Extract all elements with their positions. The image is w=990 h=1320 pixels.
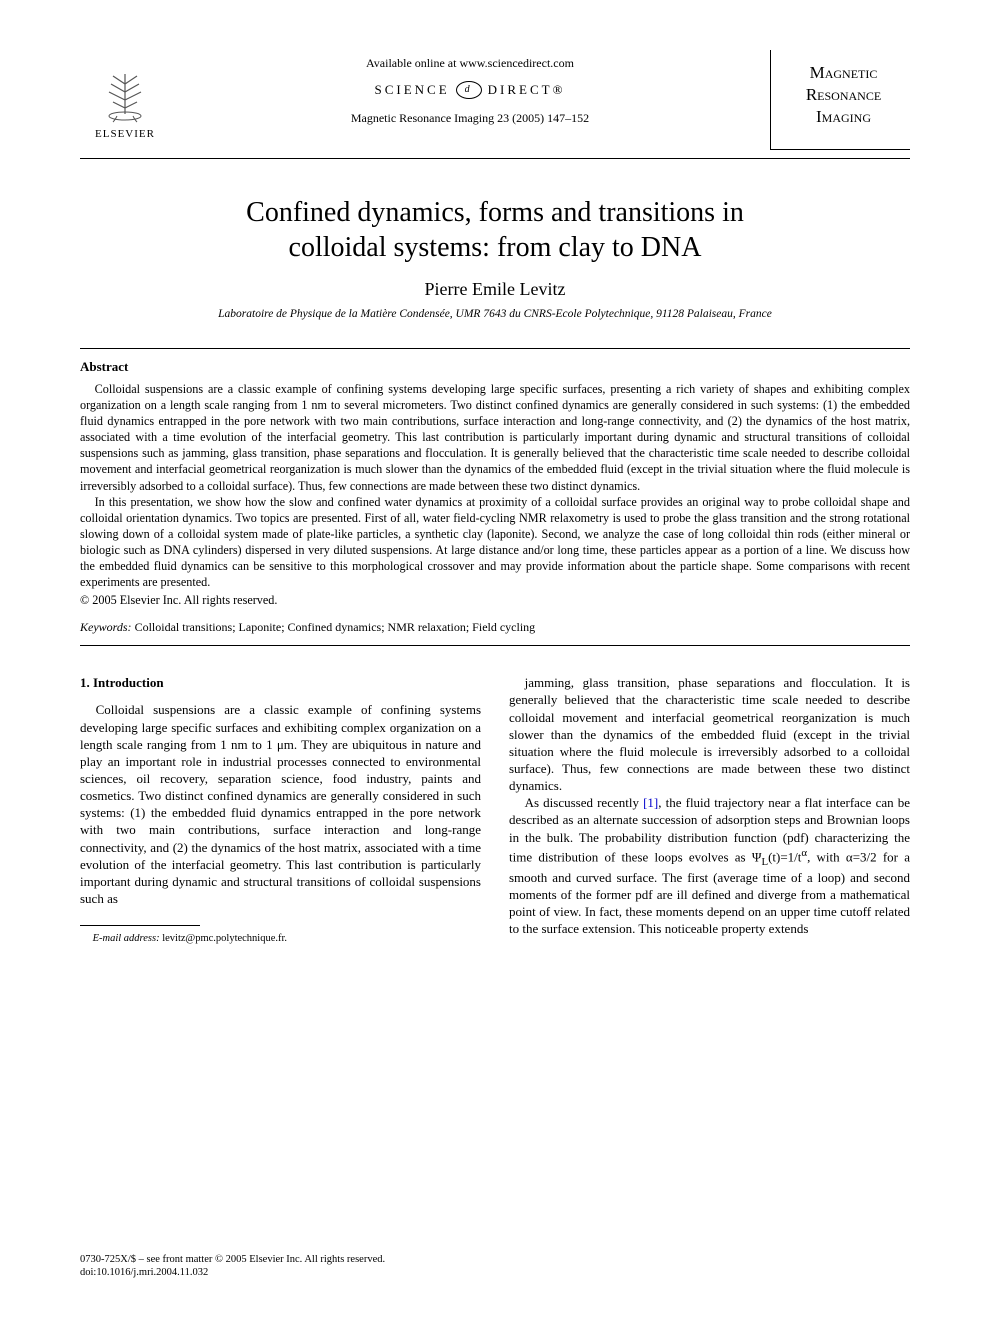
title-line1: Confined dynamics, forms and transitions…	[246, 197, 744, 228]
email-label: E-mail address:	[93, 933, 160, 944]
journal-reference: Magnetic Resonance Imaging 23 (2005) 147…	[170, 111, 770, 126]
page-header: ELSEVIER Available online at www.science…	[80, 50, 910, 150]
intro-p1b: jamming, glass transition, phase separat…	[509, 674, 910, 794]
sd-mark-icon: d	[456, 81, 482, 99]
author-name: Pierre Emile Levitz	[80, 279, 910, 300]
abstract-p1: Colloidal suspensions are a classic exam…	[80, 381, 910, 494]
email-footnote: E-mail address: levitz@pmc.polytechnique…	[80, 932, 481, 946]
abstract-top-rule	[80, 348, 910, 349]
keywords-text: Colloidal transitions; Laponite; Confine…	[132, 620, 536, 634]
abstract-heading: Abstract	[80, 359, 910, 375]
affiliation: Laboratoire de Physique de la Matière Co…	[80, 308, 910, 320]
abstract-p2: In this presentation, we show how the sl…	[80, 494, 910, 591]
title-line2: colloidal systems: from clay to DNA	[289, 232, 702, 263]
publisher-logo: ELSEVIER	[80, 50, 170, 140]
ref-link-1[interactable]: [1]	[643, 795, 658, 810]
elsevier-tree-icon	[95, 66, 155, 126]
journal-title-box: Magnetic Resonance Imaging	[770, 50, 910, 150]
section-1-heading: 1. Introduction	[80, 674, 481, 691]
footer-l2: doi:10.1016/j.mri.2004.11.032	[80, 1266, 385, 1280]
sd-left: SCIENCE	[375, 82, 450, 98]
body-columns: 1. Introduction Colloidal suspensions ar…	[80, 674, 910, 946]
keywords-line: Keywords: Colloidal transitions; Laponit…	[80, 620, 910, 635]
publisher-name: ELSEVIER	[95, 128, 155, 140]
abstract-bottom-rule	[80, 645, 910, 646]
sd-right: DIRECT®	[488, 82, 566, 98]
header-center: Available online at www.sciencedirect.co…	[170, 50, 770, 126]
intro-p2c: (t)=1/t	[768, 849, 801, 864]
email-address: levitz@pmc.polytechnique.fr.	[160, 933, 287, 944]
intro-p1: Colloidal suspensions are a classic exam…	[80, 701, 481, 907]
available-online: Available online at www.sciencedirect.co…	[170, 56, 770, 71]
copyright: © 2005 Elsevier Inc. All rights reserved…	[80, 593, 910, 608]
keywords-label: Keywords:	[80, 620, 132, 634]
article-title: Confined dynamics, forms and transitions…	[80, 195, 910, 265]
sciencedirect-logo: SCIENCE d DIRECT®	[170, 81, 770, 99]
abstract-body: Colloidal suspensions are a classic exam…	[80, 381, 910, 590]
footer-l1: 0730-725X/$ – see front matter © 2005 El…	[80, 1253, 385, 1267]
journal-l2: Resonance	[781, 84, 906, 106]
footnote-rule	[80, 925, 200, 926]
header-rule	[80, 158, 910, 159]
intro-p2: As discussed recently [1], the fluid tra…	[509, 794, 910, 937]
journal-l1: Magnetic	[781, 62, 906, 84]
intro-p2a: As discussed recently	[525, 795, 643, 810]
page-footer: 0730-725X/$ – see front matter © 2005 El…	[80, 1253, 385, 1280]
journal-l3: Imaging	[781, 106, 906, 128]
